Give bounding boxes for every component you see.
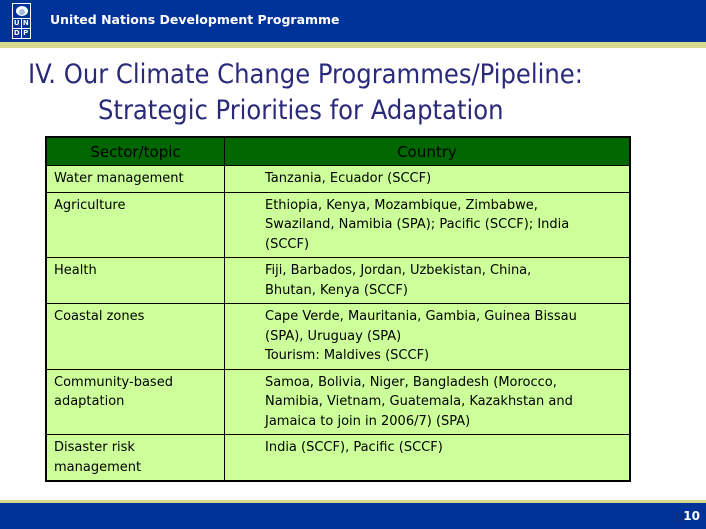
country-line: (SPA), Uruguay (SPA)	[265, 328, 402, 344]
sector-cell: Water management	[45, 165, 225, 193]
country-line: Tanzania, Ecuador (SCCF)	[265, 171, 432, 186]
logo-letter: N	[21, 18, 30, 27]
country-line: India (SCCF), Pacific (SCCF)	[265, 440, 443, 455]
sector-line: Disaster risk	[54, 440, 135, 455]
footer-stripe	[0, 500, 706, 503]
country-line: Fiji, Barbados, Jordan, Uzbekistan, Chin…	[265, 263, 532, 278]
table-row: Coastal zones Cape Verde, Mauritania, Ga…	[45, 303, 631, 370]
country-line: Jamaica to join in 2006/7) (SPA)	[265, 413, 471, 429]
table-row: Disaster risk management India (SCCF), P…	[45, 434, 631, 482]
country-cell: Tanzania, Ecuador (SCCF)	[224, 165, 631, 193]
column-header-country: Country	[224, 136, 631, 166]
sector-cell: Community-based adaptation	[45, 368, 225, 435]
table-row: Community-based adaptation Samoa, Bolivi…	[45, 368, 631, 435]
country-line: Samoa, Bolivia, Niger, Bangladesh (Moroc…	[265, 374, 557, 390]
country-line: Swaziland, Namibia (SPA); Pacific (SCCF)…	[265, 217, 570, 232]
priorities-table: Sector/topic Country Water management Ta…	[45, 136, 631, 482]
table-row: Agriculture Ethiopia, Kenya, Mozambique,…	[45, 191, 631, 258]
country-cell: Samoa, Bolivia, Niger, Bangladesh (Moroc…	[224, 368, 631, 435]
page-number-shadow: 10	[674, 511, 688, 524]
country-line: (SCCF)	[265, 236, 310, 252]
country-cell: India (SCCF), Pacific (SCCF)	[224, 434, 631, 482]
country-line: Namibia, Vietnam, Guatemala, Kazakhstan …	[265, 394, 573, 409]
header-stripe	[0, 42, 706, 48]
footer-bar	[0, 503, 706, 529]
table-header-row: Sector/topic Country	[45, 136, 631, 166]
table-row: Health Fiji, Barbados, Jordan, Uzbekista…	[45, 257, 631, 304]
slide-title-line-2: Strategic Priorities for Adaptation	[98, 95, 504, 126]
column-header-sector: Sector/topic	[45, 136, 225, 166]
country-line: Cape Verde, Mauritania, Gambia, Guinea B…	[265, 309, 577, 324]
sector-cell: Health	[45, 257, 225, 304]
sector-line: Community-based	[54, 374, 173, 390]
un-emblem-icon	[15, 6, 28, 16]
slide-title-line-1: IV. Our Climate Change Programmes/Pipeli…	[28, 59, 583, 90]
sector-line: management	[54, 459, 142, 475]
logo-letter: D	[13, 28, 22, 38]
logo-letter: U	[13, 18, 22, 28]
country-line: Bhutan, Kenya (SCCF)	[265, 282, 408, 298]
organization-name: United Nations Development Programme	[50, 12, 340, 27]
header-bar: U N D P United Nations Development Progr…	[0, 0, 706, 42]
country-cell: Ethiopia, Kenya, Mozambique, Zimbabwe, S…	[224, 191, 631, 258]
country-cell: Fiji, Barbados, Jordan, Uzbekistan, Chin…	[224, 257, 631, 304]
sector-cell: Coastal zones	[45, 303, 225, 370]
country-line: Tourism: Maldives (SCCF)	[265, 348, 430, 363]
sector-cell: Agriculture	[45, 191, 225, 258]
country-cell: Cape Verde, Mauritania, Gambia, Guinea B…	[224, 303, 631, 370]
table-row: Water management Tanzania, Ecuador (SCCF…	[45, 165, 631, 193]
page-number: 10	[683, 509, 700, 523]
country-line: Ethiopia, Kenya, Mozambique, Zimbabwe,	[265, 197, 538, 213]
undp-logo: U N D P	[12, 3, 31, 39]
sector-cell: Disaster risk management	[45, 434, 225, 482]
sector-line: adaptation	[54, 394, 125, 409]
logo-letter: P	[21, 28, 30, 37]
